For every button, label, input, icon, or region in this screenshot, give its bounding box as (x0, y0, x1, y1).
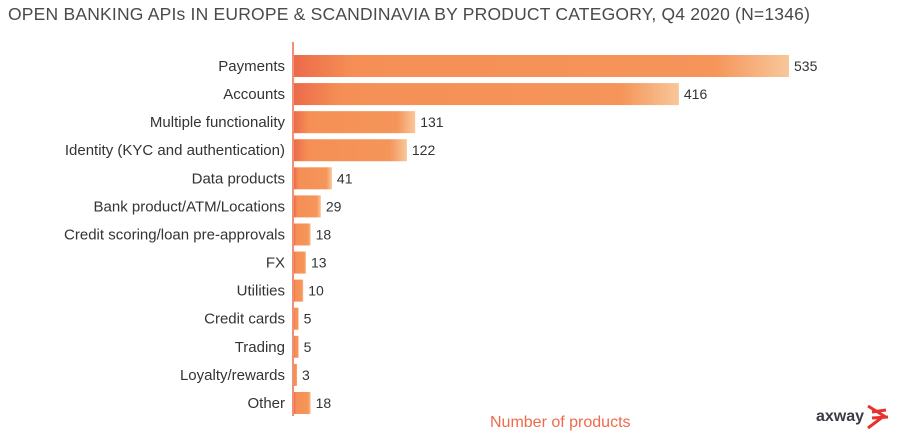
category-label: Credit cards (204, 311, 285, 328)
category-label: Loyalty/rewards (180, 367, 285, 384)
category-label: Multiple functionality (150, 114, 286, 131)
value-label: 535 (794, 58, 818, 74)
logo-text: axway (816, 408, 865, 425)
category-label: Identity (KYC and authentication) (65, 142, 285, 159)
bar-4 (294, 167, 332, 190)
axway-chevron-icon (867, 404, 889, 430)
bar-6 (294, 223, 311, 246)
value-label: 41 (337, 170, 353, 186)
category-label: Bank product/ATM/Locations (94, 198, 285, 215)
bar-10 (294, 335, 299, 358)
category-label: FX (266, 255, 285, 272)
category-label: Payments (218, 58, 285, 75)
value-label: 5 (304, 339, 312, 355)
category-label: Utilities (237, 283, 285, 300)
value-label: 18 (316, 226, 332, 242)
category-label: Other (247, 395, 285, 412)
value-label: 3 (302, 367, 310, 383)
axway-logo: axway (816, 404, 890, 430)
bar-11 (294, 363, 297, 386)
bar-5 (294, 195, 321, 218)
value-label: 10 (308, 283, 324, 299)
bar-2 (294, 111, 416, 134)
bar-1 (294, 83, 679, 106)
category-label: Trading (235, 339, 285, 356)
bar-3 (294, 139, 407, 162)
category-label: Credit scoring/loan pre-approvals (64, 226, 285, 243)
category-label: Accounts (223, 86, 285, 103)
bar-7 (294, 251, 307, 274)
x-axis-label: Number of products (490, 414, 631, 431)
bar-12 (294, 391, 311, 414)
value-label: 18 (316, 395, 332, 411)
bar-9 (294, 307, 299, 330)
bar-0 (294, 55, 789, 77)
value-label: 13 (311, 255, 327, 271)
chart-title: OPEN BANKING APIs IN EUROPE & SCANDINAVI… (8, 4, 811, 24)
value-label: 122 (412, 142, 436, 158)
value-label: 29 (326, 198, 342, 214)
category-label: Data products (192, 170, 285, 187)
value-label: 5 (304, 311, 312, 327)
value-label: 131 (420, 114, 444, 130)
bar-8 (294, 279, 304, 302)
value-label: 416 (684, 86, 708, 102)
